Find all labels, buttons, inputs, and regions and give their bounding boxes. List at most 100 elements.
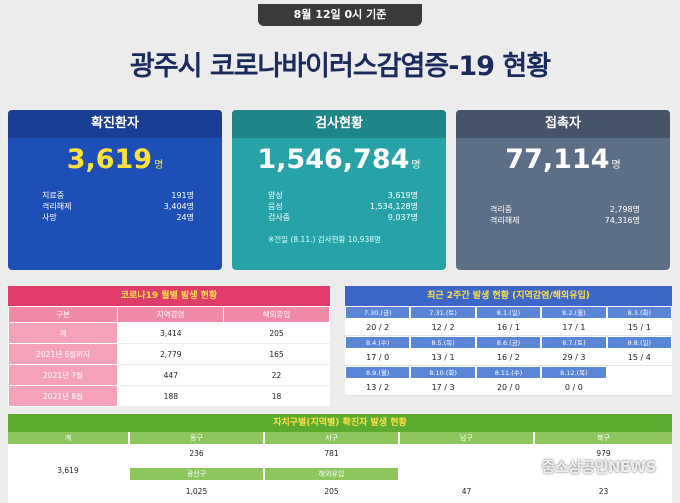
column-header: 남구: [400, 432, 533, 444]
row-label: 검사중: [268, 213, 291, 222]
date-cell: 7.30.(금): [345, 306, 411, 319]
two-week-table: 최근 2주간 발생 현황 (지역감염/해외유입) 7.30.(금) 7.31.(…: [345, 286, 672, 396]
tests-total-unit: 명: [411, 160, 421, 171]
date-cell: 8.12.(목): [541, 366, 607, 379]
total-header: 계: [8, 432, 128, 444]
value-cell: 20 / 0: [475, 379, 542, 396]
date-cell: 8.2.(월): [541, 306, 607, 319]
confirmed-card: 확진환자 3,619 명 치료중 191명 격리해제 3,404명 사망 24명: [8, 110, 222, 270]
top-bar: 8월 12일 0시 기준: [0, 0, 680, 32]
table-header-row: 구분 지역감염 해외유입: [7, 306, 330, 323]
column-header: 서구: [265, 432, 398, 444]
tests-card-title: 검사현황: [232, 110, 446, 138]
contacts-total-unit: 명: [611, 160, 621, 171]
cell: 781: [324, 449, 339, 458]
breakdown-row: 치료중 191명: [42, 190, 194, 201]
value-cell: 17 / 1: [541, 319, 607, 336]
date-cell: 8.8.(일): [606, 336, 672, 349]
row-value: 9,037명: [387, 213, 418, 222]
column-header: 동구: [130, 432, 263, 444]
table-row: 계 3,414 205: [7, 322, 330, 344]
watermark-logo: 중소상공인NEWS: [541, 458, 656, 476]
cell: 165: [223, 343, 330, 365]
breakdown-row: 격리해제 74,316명: [490, 215, 640, 226]
date-label: 8월 12일 0시 기준: [258, 4, 422, 26]
row-value: 3,619명: [387, 191, 418, 200]
cell: 1,025: [185, 487, 208, 496]
total-value: 3,619: [57, 466, 79, 475]
confirmed-card-title: 확진환자: [8, 110, 222, 138]
tests-total-value: 1,546,784: [257, 144, 410, 175]
cell: 23: [598, 487, 609, 496]
cell: 22: [223, 364, 330, 386]
breakdown-row: 격리중 2,798명: [490, 204, 640, 215]
row-label: 2021년 6월까지: [7, 343, 119, 365]
value-cell: 29 / 3: [541, 349, 607, 366]
value-cell: 17 / 3: [410, 379, 476, 396]
value-cell: 12 / 2: [410, 319, 476, 336]
confirmed-total: 3,619 명: [8, 144, 222, 175]
row-value: 74,316명: [604, 216, 640, 225]
column-header: 해외유입: [223, 306, 330, 323]
value-cell: 15 / 1: [606, 319, 672, 336]
two-week-grid: 7.30.(금) 7.31.(토) 8.1.(일) 8.2.(월) 8.3.(화…: [345, 306, 672, 396]
row-value: 24명: [176, 213, 194, 222]
row-value: 2,798명: [609, 205, 640, 214]
cell: 205: [223, 322, 330, 344]
column-header: 북구: [535, 432, 672, 444]
table-row: 2021년 7월 447 22: [7, 364, 330, 386]
row-label: 격리중: [490, 205, 513, 214]
cell: 188: [117, 385, 224, 407]
empty-cell: [606, 366, 672, 379]
cell: 18: [223, 385, 330, 407]
date-cell: 8.9.(월): [345, 366, 411, 379]
contacts-total: 77,114 명: [456, 144, 670, 175]
date-cell: 8.4.(수): [345, 336, 411, 349]
date-cell: 8.7.(토): [541, 336, 607, 349]
column-header: 해외유입: [265, 468, 398, 480]
row-value: 1,534,128명: [369, 202, 418, 211]
date-cell: 7.31.(토): [410, 306, 476, 319]
value-cell: 16 / 1: [475, 319, 542, 336]
column-header: 구분: [7, 306, 119, 323]
monthly-table: 코로나19 월별 발생 현황 구분 지역감염 해외유입 계 3,414 205 20…: [7, 286, 330, 407]
table-row: 2021년 6월까지 2,779 165: [7, 343, 330, 365]
value-cell: 16 / 2: [475, 349, 542, 366]
table-row: 2021년 8월 188 18: [7, 385, 330, 407]
cell: 236: [189, 449, 204, 458]
monthly-table-grid: 구분 지역감염 해외유입 계 3,414 205 2021년 6월까지 2,779 16…: [7, 306, 330, 407]
value-cell: 13 / 1: [410, 349, 476, 366]
date-cell: 8.6.(금): [475, 336, 542, 349]
value-cell: 0 / 0: [541, 379, 607, 396]
tests-total: 1,546,784 명: [232, 144, 446, 175]
breakdown-row: 검사중 9,037명: [268, 212, 418, 223]
date-cell: 8.11.(수): [475, 366, 542, 379]
cell: 47: [461, 487, 472, 496]
cell: 3,414: [117, 322, 224, 344]
breakdown-row: 격리해제 3,404명: [42, 201, 194, 212]
row-label: 치료중: [42, 191, 65, 200]
contacts-total-value: 77,114: [505, 144, 610, 175]
monthly-table-title: 코로나19 월별 발생 현황: [8, 286, 330, 306]
tests-card: 검사현황 1,546,784 명 양성 3,619명 음성 1,534,128명 검사…: [232, 110, 446, 270]
district-table: 자치구별(지역별) 확진자 발생 현황 계 3,619 동구 서구 남구 북구 …: [8, 414, 672, 503]
empty-cell: [606, 379, 672, 396]
column-header: 지역감염: [117, 306, 225, 323]
date-cell: 8.5.(목): [410, 336, 476, 349]
value-cell: 15 / 4: [606, 349, 672, 366]
breakdown-row: 양성 3,619명: [268, 190, 418, 201]
confirmed-breakdown: 치료중 191명 격리해제 3,404명 사망 24명: [42, 190, 194, 223]
value-cell: 20 / 2: [345, 319, 411, 336]
breakdown-row: 사망 24명: [42, 212, 194, 223]
date-cell: 8.10.(화): [410, 366, 476, 379]
tests-note: ※전일 (8.11.) 검사현황 10,938명: [268, 235, 381, 244]
two-week-table-title: 최근 2주간 발생 현황 (지역감염/해외유입): [345, 286, 672, 306]
page-title: 광주시 코로나바이러스감염증-19 현황: [129, 51, 551, 82]
row-label: 사망: [42, 213, 57, 222]
contacts-breakdown: 격리중 2,798명 격리해제 74,316명: [490, 204, 640, 226]
row-label: 2021년 8월: [7, 385, 119, 407]
row-label: 격리해제: [42, 202, 72, 211]
row-value: 191명: [171, 191, 194, 200]
district-table-title: 자치구별(지역별) 확진자 발생 현황: [8, 414, 672, 432]
row-value: 3,404명: [163, 202, 194, 211]
